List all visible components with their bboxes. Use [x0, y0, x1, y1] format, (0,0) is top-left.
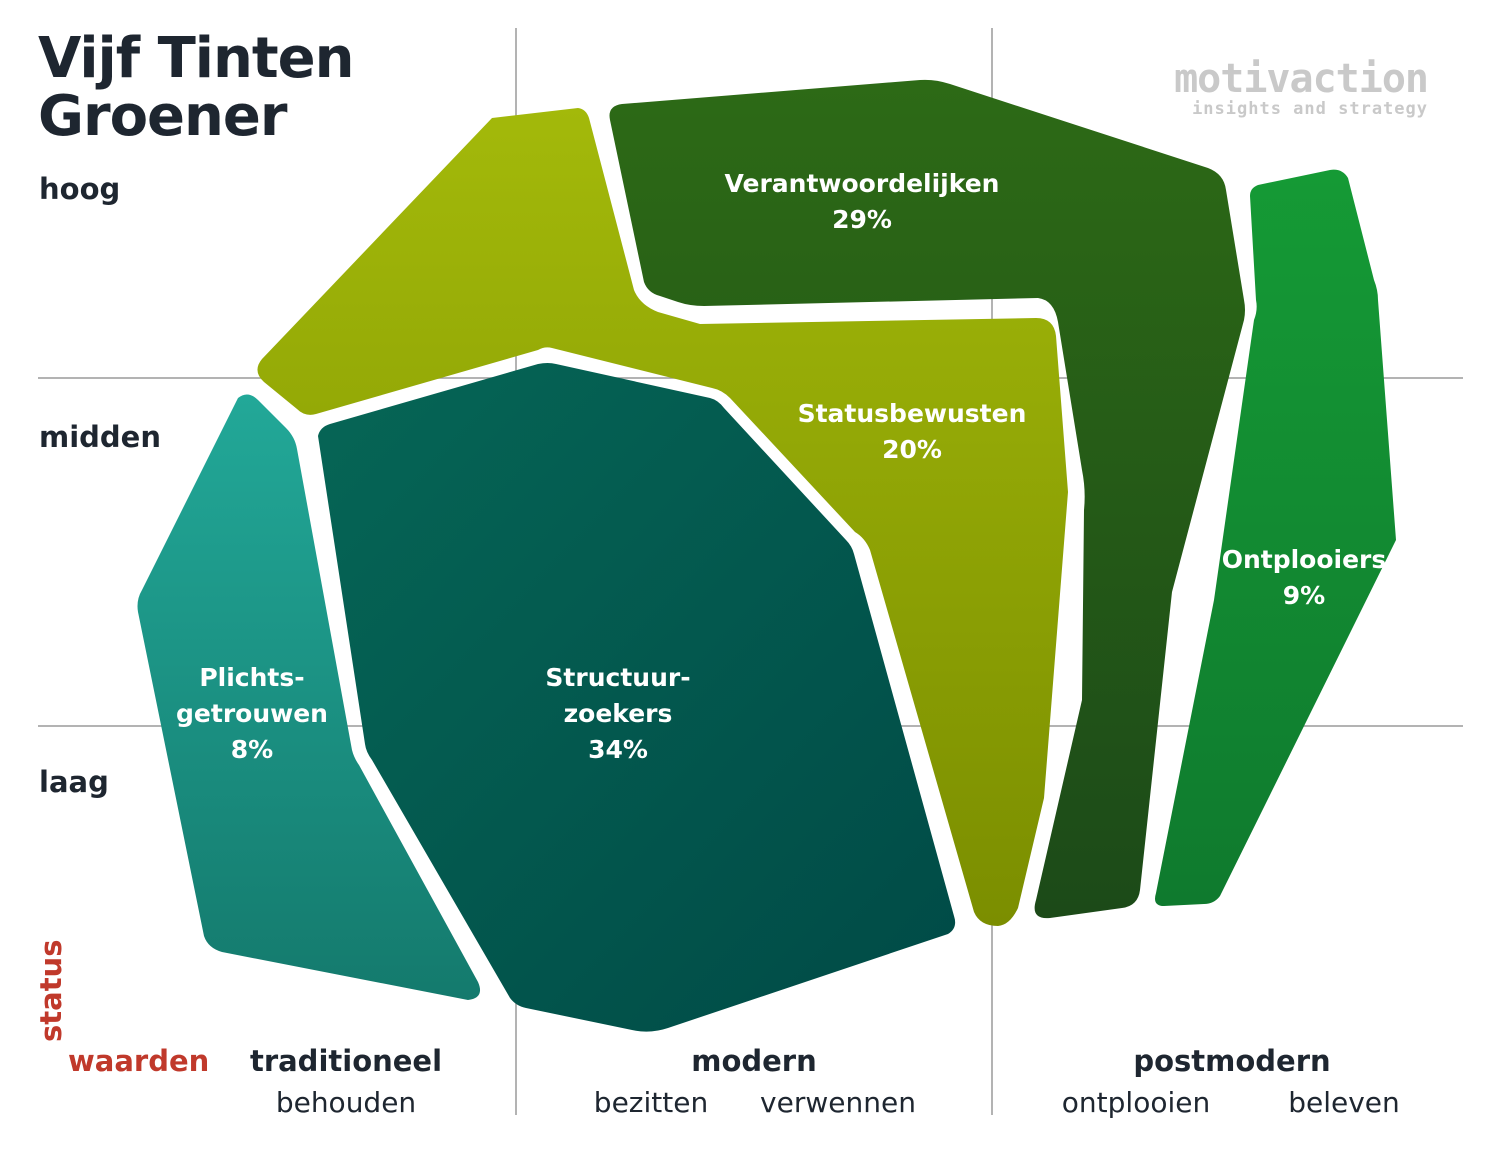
segment-label-line: Structuur-	[545, 663, 690, 692]
segment-statusbewusten	[257, 108, 1068, 926]
segment-label-ontplooiers: Ontplooiers 9%	[1222, 545, 1387, 610]
segment-label-statusbewusten: Statusbewusten 20%	[798, 399, 1027, 464]
segment-label-line: zoekers	[564, 699, 673, 728]
segment-label-line: Statusbewusten	[798, 399, 1027, 428]
segment-label-line: 29%	[832, 205, 892, 234]
column-sub-ontplooien: ontplooien	[1061, 1086, 1211, 1119]
segment-label-plichtsgetrouwen: Plichts-getrouwen 8%	[176, 663, 328, 764]
column-label-traditioneel: traditioneel	[249, 1044, 443, 1078]
logo-tagline: insights and strategy	[1192, 99, 1428, 119]
segment-label-line: getrouwen	[176, 699, 328, 728]
segment-label-line: Verantwoordelijken	[725, 169, 1000, 198]
column-sub-verwennen: verwennen	[760, 1086, 916, 1119]
segment-label-line: 9%	[1283, 581, 1325, 610]
brand-logo: motivaction insights and strategy	[1174, 56, 1429, 119]
segment-label-line: Ontplooiers	[1222, 545, 1387, 574]
column-label-postmodern: postmodern	[1133, 1044, 1331, 1078]
segment-label-line: 34%	[588, 735, 648, 764]
x-axis-title: waarden	[68, 1044, 210, 1078]
level-label-laag: laag	[39, 765, 109, 799]
segment-label-verantwoordelijken: Verantwoordelijken 29%	[725, 169, 1000, 234]
segment-label-line: Plichts-	[199, 663, 304, 692]
segment-labels: Statusbewusten 20% Verantwoordelijken 29% On…	[176, 169, 1386, 764]
segment-verantwoordelijken	[609, 79, 1245, 919]
logo-brand: motivaction	[1174, 56, 1429, 102]
page-title: Vijf Tinten Groener	[38, 26, 354, 149]
column-label-modern: modern	[691, 1044, 817, 1078]
level-label-midden: midden	[39, 420, 161, 454]
segment-label-line: 20%	[882, 435, 942, 464]
segment-label-line: 8%	[231, 735, 273, 764]
column-sub-behouden: behouden	[275, 1086, 417, 1119]
segment-ontplooiers	[1155, 169, 1396, 906]
segment-label-structuurzoekers: Structuur-zoekers 34%	[545, 663, 690, 764]
column-sub-bezitten: bezitten	[593, 1086, 709, 1119]
segment-plichtsgetrouwen	[137, 394, 481, 1000]
level-label-hoog: hoog	[39, 172, 121, 206]
column-sub-beleven: beleven	[1288, 1086, 1400, 1119]
y-axis-title: status	[34, 939, 68, 1042]
segment-structuurzoekers	[318, 363, 956, 1032]
